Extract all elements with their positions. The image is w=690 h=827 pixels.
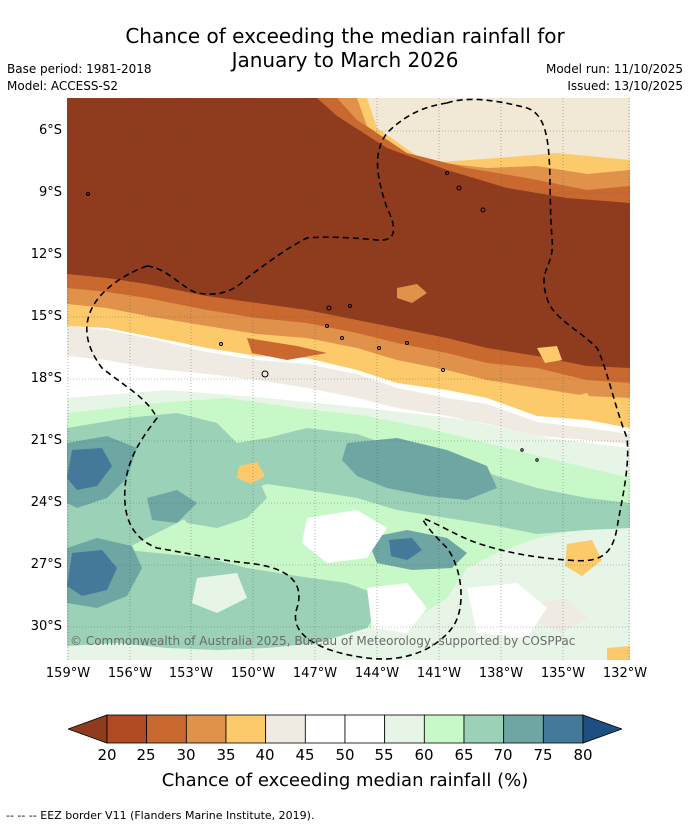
- colorbar-extend-low: [68, 714, 108, 744]
- colorbar-segment: [542, 714, 584, 744]
- colorbar-title: Chance of exceeding median rainfall (%): [161, 770, 529, 791]
- patch-light-2: [537, 346, 562, 363]
- colorbar-label: 25: [136, 746, 156, 764]
- eez-footnote: -- -- -- EEZ border V11 (Flanders Marine…: [6, 809, 315, 822]
- colorbar: [68, 714, 622, 744]
- colorbar-segment: [265, 714, 306, 744]
- lat-tick: 18°S: [30, 371, 62, 386]
- colorbar-segment: [146, 714, 187, 744]
- colorbar-label: 50: [335, 746, 355, 764]
- base-period-label: Base period: 1981-2018: [7, 62, 152, 76]
- lon-tick: 153°W: [168, 666, 214, 681]
- dry-patch-2: [565, 540, 602, 576]
- lat-tick: 21°S: [30, 433, 62, 448]
- issued-label: Issued: 13/10/2025: [567, 79, 683, 93]
- island-marks: [86, 171, 539, 462]
- colorbar-segment: [503, 714, 544, 744]
- colorbar-extend-high: [582, 714, 622, 744]
- colorbar-label: 65: [454, 746, 474, 764]
- lon-tick: 132°W: [602, 666, 648, 681]
- band-20-25: [67, 98, 630, 368]
- gridlines: [67, 98, 630, 660]
- colorbar-label: 45: [295, 746, 315, 764]
- colorbar-segment: [463, 714, 505, 744]
- colorbar-label: 35: [216, 746, 236, 764]
- patch-light-3: [567, 393, 597, 416]
- wet-75e: [147, 490, 197, 523]
- wet-75c: [342, 438, 497, 500]
- colorbar-label: 70: [493, 746, 513, 764]
- lon-tick: 138°W: [478, 666, 524, 681]
- neutral-zone: [67, 326, 630, 444]
- colorbar-label: 60: [414, 746, 434, 764]
- title-line-1: Chance of exceeding the median rainfall …: [125, 24, 565, 48]
- wet-80c: [389, 538, 422, 560]
- colorbar-segment: [185, 714, 227, 744]
- rainfall-map: [67, 98, 630, 660]
- colorbar-label: 80: [573, 746, 593, 764]
- lon-tick: 159°W: [45, 666, 91, 681]
- colorbar-segment: [423, 714, 465, 744]
- colorbar-segment: [106, 714, 148, 744]
- wet-80a: [67, 448, 112, 490]
- wet-70: [67, 413, 630, 568]
- colorbar-label: 30: [176, 746, 196, 764]
- dry-patch-4: [607, 646, 630, 660]
- title-line-2: January to March 2026: [231, 48, 459, 72]
- colorbar-label: 20: [97, 746, 117, 764]
- lat-tick: 24°S: [30, 495, 62, 510]
- patch-light-1: [397, 284, 427, 303]
- lat-tick: 6°S: [38, 123, 62, 138]
- colorbar-segment: [384, 714, 425, 744]
- model-run-label: Model run: 11/10/2025: [545, 62, 683, 76]
- colorbar-label: 55: [374, 746, 394, 764]
- lon-tick: 135°W: [540, 666, 586, 681]
- lat-tick: 9°S: [38, 185, 62, 200]
- eez-borders: [86, 98, 629, 660]
- white-patch-3: [467, 583, 547, 638]
- lat-tick: 12°S: [30, 247, 62, 262]
- colorbar-segment: [304, 714, 346, 744]
- eez-border-inner: [146, 102, 448, 295]
- eez-border-west: [86, 265, 462, 660]
- lon-tick: 156°W: [107, 666, 153, 681]
- patch-light-4: [247, 338, 327, 360]
- colorbar-label: 40: [255, 746, 275, 764]
- lon-tick: 141°W: [416, 666, 462, 681]
- lon-tick: 150°W: [230, 666, 276, 681]
- model-label: Model: ACCESS-S2: [7, 79, 119, 93]
- lon-tick: 144°W: [354, 666, 400, 681]
- white-patch-2: [367, 583, 427, 633]
- lat-tick: 15°S: [30, 309, 62, 324]
- lon-tick: 147°W: [292, 666, 338, 681]
- dry-patch-3: [537, 598, 587, 633]
- wet-70c: [172, 468, 267, 528]
- colorbar-segment: [225, 714, 267, 744]
- colorbar-label: 75: [533, 746, 553, 764]
- white-patch-4: [192, 573, 247, 613]
- white-patch-1: [302, 510, 387, 563]
- lat-tick: 27°S: [30, 557, 62, 572]
- lat-tick: 30°S: [30, 619, 62, 634]
- copyright-notice: © Commonwealth of Australia 2025, Bureau…: [70, 634, 576, 648]
- wet-80b: [67, 550, 117, 596]
- band-45: [67, 98, 630, 163]
- dry-patch-1: [237, 462, 265, 484]
- colorbar-segment: [344, 714, 386, 744]
